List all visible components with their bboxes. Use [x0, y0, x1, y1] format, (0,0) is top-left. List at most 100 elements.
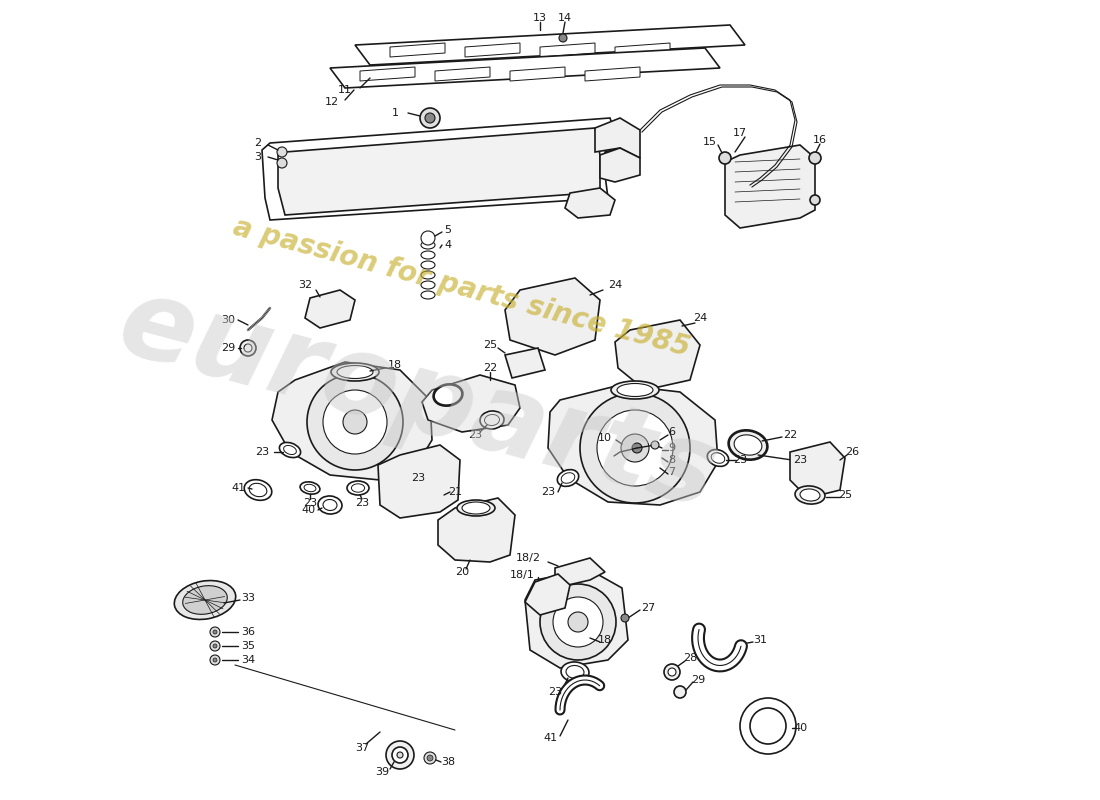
Polygon shape [378, 445, 460, 518]
Text: 5: 5 [444, 225, 451, 235]
Text: 23: 23 [733, 455, 747, 465]
Ellipse shape [712, 453, 725, 463]
Ellipse shape [561, 473, 575, 483]
Circle shape [621, 434, 649, 462]
Polygon shape [434, 67, 490, 81]
Text: 29: 29 [221, 343, 235, 353]
Text: 41: 41 [231, 483, 245, 493]
Ellipse shape [346, 481, 368, 495]
Circle shape [392, 747, 408, 763]
Text: 31: 31 [754, 635, 767, 645]
Polygon shape [525, 574, 570, 615]
Text: 18/2: 18/2 [516, 553, 540, 563]
Text: 14: 14 [558, 13, 572, 23]
Text: 23: 23 [793, 455, 807, 465]
Circle shape [427, 755, 433, 761]
Text: 35: 35 [241, 641, 255, 651]
Text: 17: 17 [733, 128, 747, 138]
Circle shape [559, 34, 566, 42]
Ellipse shape [421, 291, 434, 299]
Ellipse shape [421, 251, 434, 259]
Circle shape [277, 158, 287, 168]
Polygon shape [505, 278, 600, 355]
Text: 16: 16 [813, 135, 827, 145]
Ellipse shape [397, 454, 415, 466]
Polygon shape [725, 145, 815, 228]
Circle shape [750, 708, 786, 744]
Ellipse shape [558, 470, 579, 486]
Text: 23: 23 [548, 687, 562, 697]
Circle shape [425, 113, 435, 123]
Polygon shape [355, 25, 745, 65]
Polygon shape [595, 118, 640, 158]
Text: 10: 10 [598, 433, 612, 443]
Text: 34: 34 [241, 655, 255, 665]
Text: 12: 12 [324, 97, 339, 107]
Text: 33: 33 [241, 593, 255, 603]
Text: 7: 7 [669, 467, 675, 477]
Polygon shape [510, 67, 565, 81]
Text: 20: 20 [455, 567, 469, 577]
Ellipse shape [610, 381, 659, 399]
Text: 37: 37 [355, 743, 370, 753]
Text: 4: 4 [444, 240, 452, 250]
Ellipse shape [421, 281, 434, 289]
Circle shape [808, 152, 821, 164]
Polygon shape [422, 375, 520, 432]
Ellipse shape [734, 435, 762, 455]
Ellipse shape [300, 482, 320, 494]
Text: 22: 22 [783, 430, 798, 440]
Circle shape [277, 147, 287, 157]
Text: 41: 41 [543, 733, 557, 743]
Circle shape [810, 195, 820, 205]
Text: 13: 13 [534, 13, 547, 23]
Text: 23: 23 [255, 447, 270, 457]
Text: 23: 23 [468, 430, 482, 440]
Ellipse shape [249, 483, 267, 497]
Circle shape [540, 584, 616, 660]
Text: 23: 23 [302, 498, 317, 508]
Text: 27: 27 [641, 603, 656, 613]
Text: 24: 24 [693, 313, 707, 323]
Ellipse shape [400, 456, 411, 464]
Circle shape [597, 410, 673, 486]
Circle shape [632, 443, 642, 453]
Polygon shape [600, 148, 640, 182]
Ellipse shape [351, 484, 364, 492]
Ellipse shape [434, 385, 462, 405]
Circle shape [213, 630, 217, 634]
Ellipse shape [456, 500, 495, 516]
Polygon shape [565, 188, 615, 218]
Circle shape [244, 344, 252, 352]
Text: a passion for parts since 1985: a passion for parts since 1985 [231, 214, 693, 362]
Polygon shape [465, 43, 520, 57]
Text: 18: 18 [388, 360, 403, 370]
Ellipse shape [462, 502, 490, 514]
Text: 6: 6 [669, 427, 675, 437]
Text: 9: 9 [669, 443, 675, 453]
Ellipse shape [617, 383, 653, 397]
Text: 24: 24 [608, 280, 623, 290]
Text: 11: 11 [338, 85, 352, 95]
Circle shape [307, 374, 403, 470]
Circle shape [420, 108, 440, 128]
Circle shape [580, 393, 690, 503]
Polygon shape [505, 348, 544, 378]
Ellipse shape [561, 662, 588, 682]
Text: 22: 22 [483, 363, 497, 373]
Ellipse shape [337, 366, 373, 378]
Polygon shape [585, 67, 640, 81]
Ellipse shape [244, 480, 272, 500]
Circle shape [651, 441, 659, 449]
Polygon shape [525, 570, 628, 668]
Ellipse shape [421, 261, 434, 269]
Ellipse shape [284, 446, 296, 454]
Ellipse shape [279, 442, 300, 458]
Ellipse shape [331, 363, 379, 381]
Text: 23: 23 [355, 498, 370, 508]
Text: 15: 15 [703, 137, 717, 147]
Circle shape [210, 655, 220, 665]
Circle shape [719, 152, 732, 164]
Polygon shape [390, 43, 446, 57]
Text: 1: 1 [392, 108, 398, 118]
